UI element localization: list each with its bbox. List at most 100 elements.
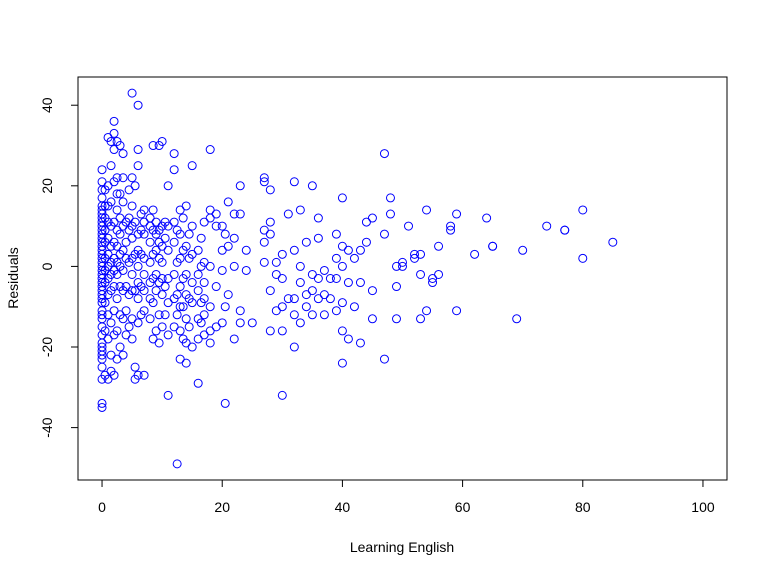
y-axis-label: Residuals	[5, 247, 21, 308]
data-point	[103, 310, 113, 320]
data-point	[452, 209, 462, 219]
x-axis-label: Learning English	[350, 539, 454, 555]
data-point	[100, 225, 110, 235]
data-point	[331, 274, 341, 283]
data-point	[139, 269, 149, 279]
data-point	[265, 217, 275, 227]
data-point	[398, 257, 407, 267]
data-point	[187, 161, 197, 171]
data-point	[169, 269, 179, 279]
data-point	[343, 245, 353, 255]
data-point	[151, 286, 161, 296]
data-point	[118, 265, 128, 275]
data-point	[446, 221, 456, 231]
data-point	[127, 269, 137, 279]
data-point	[199, 310, 209, 320]
data-point	[410, 253, 420, 263]
data-point	[235, 209, 245, 219]
data-point	[157, 241, 167, 251]
data-point	[193, 378, 203, 388]
data-point	[193, 286, 203, 296]
data-point	[301, 237, 311, 247]
data-point	[157, 136, 167, 146]
data-point	[259, 225, 269, 235]
data-point	[175, 326, 185, 336]
data-point	[223, 197, 233, 207]
data-point	[560, 225, 570, 235]
data-point	[148, 141, 158, 151]
data-point	[133, 100, 143, 110]
data-point	[385, 193, 395, 203]
data-point	[289, 294, 299, 304]
data-point	[542, 221, 552, 231]
data-point	[97, 402, 107, 412]
data-point	[422, 306, 432, 316]
data-point	[130, 286, 140, 296]
data-point	[112, 354, 122, 364]
data-point	[416, 314, 426, 324]
data-point	[172, 290, 182, 300]
data-point	[398, 261, 407, 271]
data-point	[235, 318, 245, 328]
data-point	[578, 205, 588, 215]
data-point	[127, 88, 137, 98]
data-point	[175, 229, 185, 239]
data-point	[112, 326, 122, 336]
data-point	[355, 338, 365, 348]
data-point	[175, 205, 185, 215]
data-point	[361, 237, 371, 247]
data-point	[97, 177, 107, 187]
data-point	[220, 302, 230, 312]
data-point	[295, 205, 305, 215]
data-point	[259, 173, 269, 183]
data-point	[145, 213, 155, 223]
data-point	[124, 213, 134, 223]
data-point	[283, 294, 293, 304]
data-point	[115, 229, 125, 239]
data-point	[229, 233, 239, 243]
data-point	[181, 241, 191, 251]
data-point	[271, 257, 281, 267]
data-point	[112, 241, 122, 251]
data-point	[313, 213, 323, 223]
data-point	[196, 318, 206, 328]
data-point	[97, 398, 107, 408]
data-point	[133, 318, 143, 328]
data-point	[187, 298, 197, 308]
data-point	[127, 233, 137, 243]
data-point	[307, 269, 317, 279]
data-point	[133, 294, 143, 304]
data-point	[148, 298, 158, 308]
data-point	[452, 306, 462, 316]
data-point	[109, 306, 119, 316]
data-point	[118, 173, 128, 183]
data-point	[355, 245, 365, 255]
data-point	[337, 358, 347, 368]
data-point	[130, 362, 140, 372]
data-point	[115, 189, 125, 199]
data-point	[103, 181, 113, 191]
data-point	[133, 261, 143, 271]
data-point	[118, 314, 128, 324]
data-point	[151, 245, 161, 255]
data-point	[265, 286, 275, 296]
data-point	[103, 374, 113, 384]
data-point	[301, 302, 311, 312]
data-point	[404, 221, 414, 231]
data-point	[160, 282, 170, 292]
data-point	[148, 205, 158, 215]
data-point	[106, 197, 116, 207]
data-point	[163, 221, 173, 231]
data-point	[163, 390, 173, 400]
data-point	[139, 370, 149, 380]
data-points	[97, 88, 618, 469]
data-point	[97, 193, 107, 203]
data-point	[112, 294, 122, 304]
y-tick-label: -40	[39, 417, 55, 437]
data-point	[106, 318, 116, 328]
data-point	[235, 306, 245, 316]
data-point	[193, 245, 203, 255]
data-point	[241, 265, 251, 275]
data-point	[277, 274, 287, 283]
